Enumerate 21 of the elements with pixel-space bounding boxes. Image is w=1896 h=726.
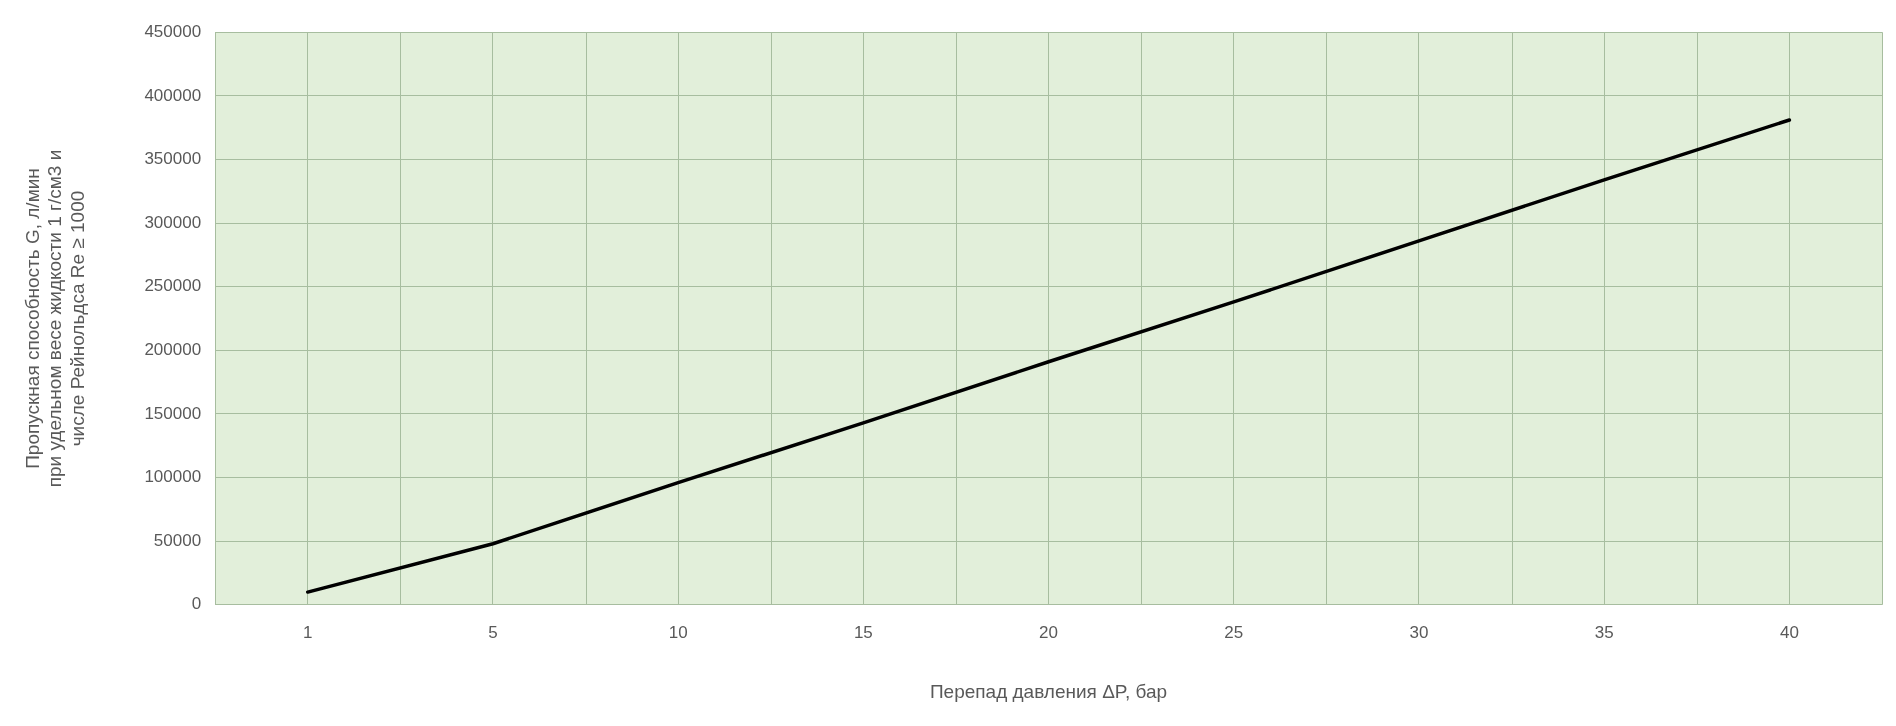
x-tick-label: 1 [303,622,313,642]
x-tick-label: 5 [488,622,498,642]
y-tick-label: 300000 [144,212,202,232]
x-tick-label: 40 [1779,622,1799,642]
y-tick-label: 200000 [144,340,202,359]
y-tick-label: 50000 [153,530,202,550]
y-tick-label: 150000 [144,403,202,423]
x-tick-label: 30 [1409,622,1429,642]
y-tick-label: 100000 [144,467,202,487]
y-tick-label: 450000 [144,21,202,41]
y-tick-label: 0 [191,594,202,614]
x-tick-label: 10 [668,622,688,642]
y-tick-label: 350000 [144,149,202,169]
x-tick-label: 15 [853,622,873,642]
x-tick-label: 25 [1224,622,1244,642]
x-axis-title: Перепад давления ΔP, бар [929,680,1168,702]
x-tick-label: 35 [1594,622,1614,642]
y-tick-label: 250000 [144,276,202,296]
y-tick-label: 400000 [144,85,202,105]
y-axis-title: Пропускная способность G, л/мин при удельном весе жидкости 1 г/см3 и числе Рейнольдса Re ≥ 1000 [21,149,89,488]
x-tick-label: 20 [1039,622,1059,642]
